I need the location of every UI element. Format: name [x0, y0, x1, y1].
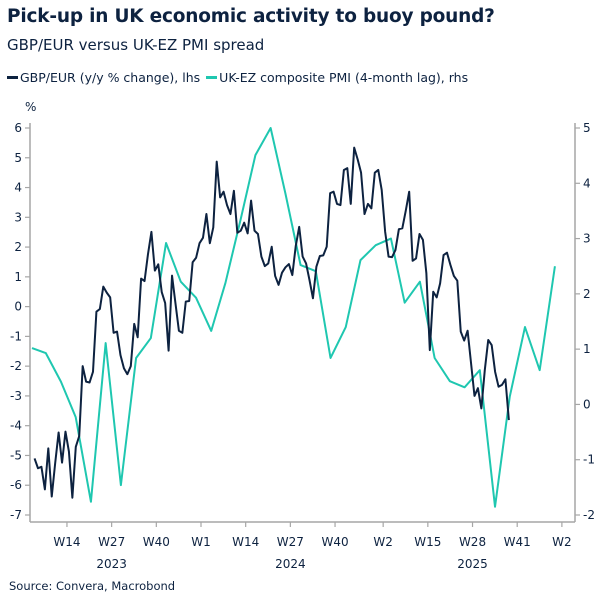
- x-tick-label: W2: [552, 535, 572, 549]
- x-tick-label: W15: [414, 535, 441, 549]
- left-tick-label: -5: [10, 448, 22, 462]
- legend-item-gbp: GBP/EUR (y/y % change), lhs: [7, 70, 200, 85]
- legend-label-pmi: UK-EZ composite PMI (4-month lag), rhs: [219, 70, 469, 85]
- left-tick-label: -6: [10, 478, 22, 492]
- source-note: Source: Convera, Macrobond: [9, 579, 176, 593]
- right-tick-label: 0: [583, 397, 591, 411]
- x-tick-label: W40: [143, 535, 170, 549]
- legend-swatch-gbp: [7, 76, 18, 79]
- left-tick-label: 4: [14, 181, 22, 195]
- left-axis-unit: %: [25, 100, 36, 114]
- left-tick-label: -4: [10, 419, 22, 433]
- left-tick-label: 0: [14, 300, 22, 314]
- left-tick-label: 1: [14, 270, 22, 284]
- x-tick-label: W27: [98, 535, 125, 549]
- left-tick-label: 3: [14, 210, 22, 224]
- x-tick-label: W14: [232, 535, 259, 549]
- right-tick-label: 3: [583, 232, 591, 246]
- x-tick-label: W27: [277, 535, 304, 549]
- legend: GBP/EUR (y/y % change), lhs UK-EZ compos…: [7, 70, 474, 85]
- gbp-series-line: [33, 146, 510, 499]
- x-year-label: 2025: [457, 557, 488, 571]
- right-tick-label: 1: [583, 342, 591, 356]
- legend-item-pmi: UK-EZ composite PMI (4-month lag), rhs: [206, 70, 468, 85]
- left-tick-label: 6: [14, 121, 22, 135]
- x-tick-label: W1: [191, 535, 211, 549]
- right-tick-label: 4: [583, 176, 591, 190]
- chart-title: Pick-up in UK economic activity to buoy …: [7, 6, 495, 27]
- x-tick-label: W28: [459, 535, 486, 549]
- right-tick-label: -1: [583, 453, 595, 467]
- x-tick-label: W41: [504, 535, 531, 549]
- chart-subtitle: GBP/EUR versus UK-EZ PMI spread: [7, 36, 265, 54]
- left-tick-label: -7: [10, 508, 22, 522]
- pmi-series-line: [31, 127, 556, 508]
- right-tick-label: -2: [583, 508, 595, 522]
- left-tick-label: 5: [14, 151, 22, 165]
- x-year-label: 2024: [275, 557, 306, 571]
- left-tick-label: -3: [10, 389, 22, 403]
- left-tick-label: -1: [10, 329, 22, 343]
- left-tick-label: -2: [10, 359, 22, 373]
- x-tick-label: W2: [373, 535, 393, 549]
- legend-swatch-pmi: [206, 76, 218, 79]
- left-tick-label: 2: [14, 240, 22, 254]
- right-tick-label: 2: [583, 287, 591, 301]
- x-tick-label: W14: [53, 535, 80, 549]
- x-tick-label: W40: [321, 535, 348, 549]
- right-tick-label: 5: [583, 121, 591, 135]
- legend-label-gbp: GBP/EUR (y/y % change), lhs: [20, 70, 201, 85]
- x-year-label: 2023: [96, 557, 127, 571]
